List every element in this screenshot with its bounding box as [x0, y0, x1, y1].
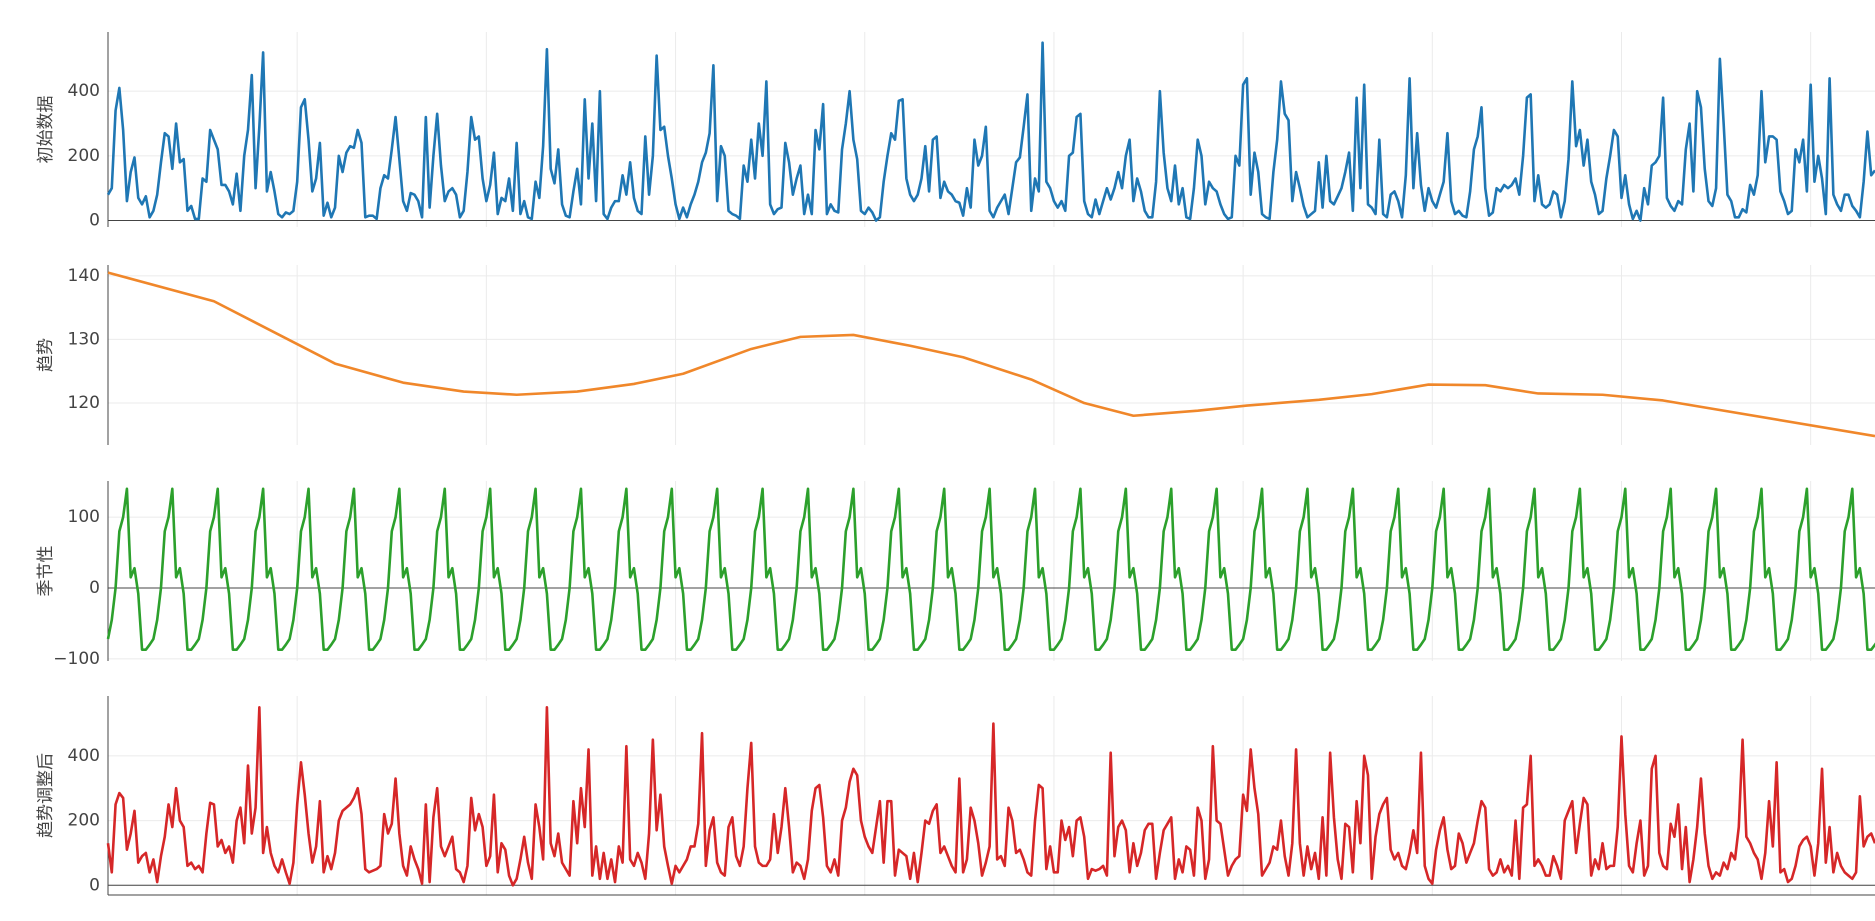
y-tick-label: 200: [68, 811, 100, 831]
y-tick-label: 140: [68, 266, 100, 286]
y-tick-label: 120: [68, 393, 100, 413]
data-line: [106, 706, 1875, 887]
y-tick-label: 100: [68, 507, 100, 527]
data-line: [106, 487, 1875, 651]
y-tick-label: 0: [89, 875, 100, 895]
y-tick-label: 0: [89, 578, 100, 598]
y-axis-label: 趋势: [36, 338, 56, 372]
data-line: [107, 271, 1875, 438]
data-line: [106, 41, 1875, 222]
y-tick-label: 400: [68, 746, 100, 766]
y-tick-label: 0: [89, 211, 100, 231]
y-tick-label: 200: [68, 146, 100, 166]
y-tick-label: 130: [68, 329, 100, 349]
y-tick-label: −100: [53, 649, 100, 669]
y-tick-label: 400: [68, 81, 100, 101]
y-axis-label: 趋势调整后: [36, 753, 56, 838]
y-axis-label: 季节性: [36, 546, 56, 597]
y-axis-label: 初始数据: [36, 96, 56, 164]
